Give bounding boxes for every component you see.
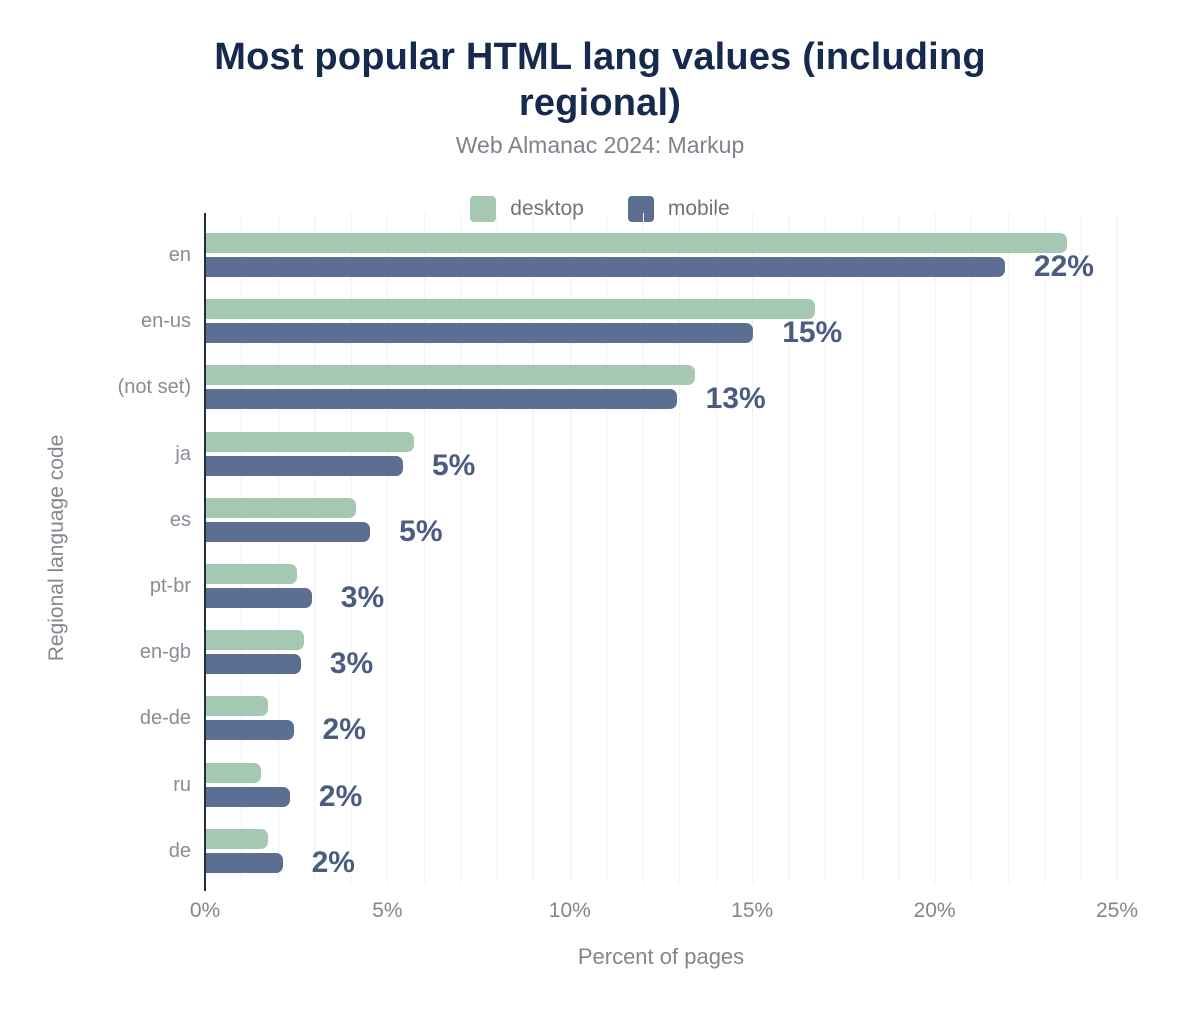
category-label-pt-br: pt-br [149, 575, 191, 597]
gridline [752, 213, 754, 883]
gridline [898, 213, 900, 883]
category-label-ja: ja [175, 442, 191, 465]
gridline [423, 213, 425, 883]
chart-title: Most popular HTML lang values (including… [214, 36, 986, 125]
category-label-en-gb: en-gb [139, 641, 191, 664]
x-tick-label-25: 25% [1095, 899, 1139, 922]
bar-desktop-en-gb [206, 630, 305, 651]
value-label-en-us: 15% [782, 316, 843, 350]
category-label-en: en [168, 244, 191, 266]
y-axis-line [204, 213, 206, 891]
value-label-pt-br: 3% [340, 581, 385, 614]
category-label-es: es [169, 508, 191, 531]
gridline [1080, 213, 1082, 883]
legend: desktop mobile [0, 196, 1200, 222]
category-label-(not set): (not set) [117, 376, 191, 399]
x-axis-title: Percent of pages [577, 944, 745, 969]
bar-desktop-ja [206, 431, 414, 452]
gridline [387, 213, 389, 883]
bar-desktop-es [206, 497, 356, 518]
bar-desktop-en-us [206, 299, 816, 320]
bar-desktop-ru [206, 762, 261, 783]
y-axis-title: Regional language code [45, 434, 68, 662]
legend-item-mobile[interactable]: mobile [627, 196, 730, 222]
gridline [715, 213, 717, 883]
value-label-(not set): 13% [705, 382, 766, 416]
gridline [314, 213, 316, 883]
x-tick-label-15: 15% [731, 899, 774, 922]
desktop-swatch-icon [470, 196, 497, 222]
gridline [241, 213, 243, 883]
gridline [569, 213, 571, 883]
gridline [606, 213, 608, 883]
chart-subtitle: Web Almanac 2024: Markup [455, 132, 745, 158]
gridline [1007, 213, 1009, 883]
bar-desktop-de [206, 828, 269, 849]
gridline [679, 213, 681, 883]
bar-mobile-en-us [206, 323, 754, 344]
bar-desktop-pt-br [206, 564, 298, 584]
plot-area: en 22% en-us 15% (not set) 13% ja 5% es 5% pt-br 3%… [118, 213, 1138, 922]
bar-mobile-es [206, 521, 371, 542]
value-label-de: 2% [311, 845, 355, 879]
bar-mobile-pt-br [206, 588, 312, 608]
category-label-de-de: de-de [139, 707, 191, 730]
gridline [934, 213, 936, 883]
gridline [971, 213, 973, 883]
gridline [533, 213, 535, 883]
value-label-ja: 5% [431, 448, 476, 482]
gridline [642, 213, 644, 883]
bar-mobile-ja [206, 455, 403, 476]
gridline [825, 213, 827, 883]
bar-mobile-ru [206, 786, 290, 807]
value-label-en-gb: 3% [329, 647, 374, 681]
category-label-de: de [168, 839, 191, 862]
gridline [1044, 213, 1046, 883]
gridline [277, 213, 279, 883]
legend-label: mobile [667, 197, 730, 220]
value-label-es: 5% [399, 514, 443, 548]
category-label-en-us: en-us [140, 310, 191, 333]
bar-mobile-en [206, 257, 1005, 277]
bar-desktop-en [206, 233, 1067, 253]
value-label-de-de: 2% [322, 713, 366, 747]
legend-label: desktop [510, 197, 584, 220]
x-tick-label-0: 0% [189, 899, 221, 922]
gridline [460, 213, 462, 883]
gridline [1117, 213, 1118, 883]
bar-mobile-de [206, 852, 283, 873]
x-tick-label-10: 10% [548, 899, 591, 922]
gridline [496, 213, 498, 883]
bar-desktop-(not set) [206, 365, 695, 386]
x-tick-label-5: 5% [372, 899, 403, 922]
value-label-en: 22% [1033, 250, 1094, 283]
value-label-ru: 2% [318, 779, 363, 813]
bar-desktop-de-de [206, 696, 269, 717]
mobile-swatch-icon [627, 196, 654, 222]
category-label-ru: ru [173, 773, 191, 796]
bar-mobile-(not set) [206, 389, 677, 410]
bar-mobile-en-gb [206, 654, 301, 675]
gridline [861, 213, 863, 883]
gridline [788, 213, 790, 883]
bar-mobile-de-de [206, 720, 294, 741]
gridline [350, 213, 352, 883]
x-tick-label-20: 20% [913, 899, 956, 922]
legend-item-desktop[interactable]: desktop [470, 196, 584, 222]
